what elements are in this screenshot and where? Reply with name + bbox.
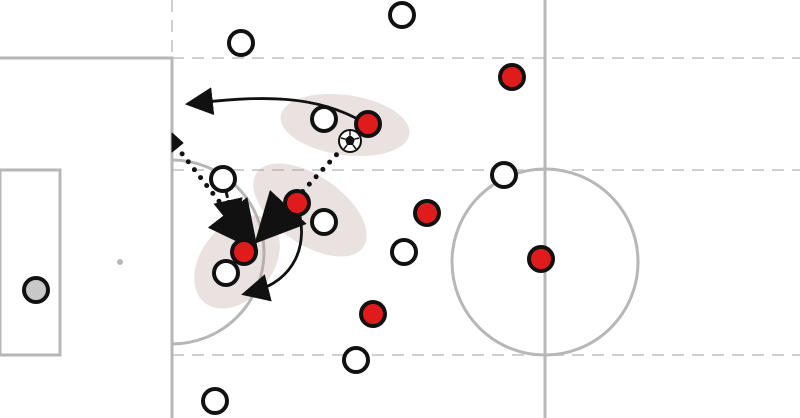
goalkeeper-marker [22,276,50,304]
dotted-pass-arrow-2 [254,137,353,244]
player-red-5 [413,199,441,227]
player-white-6 [212,259,240,287]
penalty-spot [117,259,123,265]
player-white-3 [310,105,338,133]
dotted-pass-arrow-1 [173,143,259,252]
curved-run-arrow-top [184,87,365,124]
player-white-10 [201,387,229,415]
player-white-7 [390,238,418,266]
player-white-9 [342,346,370,374]
player-red-4 [230,238,258,266]
center-circle [450,167,640,357]
player-red-2 [354,110,382,138]
player-white-8 [490,161,518,189]
penalty-box [0,56,174,418]
pressure-zone-middle [253,163,367,257]
player-red-3 [283,189,311,217]
pass-start-triangle [171,132,184,153]
player-red-6 [527,245,555,273]
movement-arrows [171,87,365,302]
player-white-5 [310,208,338,236]
player-red-7 [359,300,387,328]
player-red-1 [498,63,526,91]
player-white-4 [209,165,237,193]
lane-lines [171,0,800,356]
pressure-zone-top [280,93,410,157]
six-yard-box [0,168,62,357]
player-white-1 [388,1,416,29]
players [22,1,555,415]
football-icon [338,129,362,153]
player-white-2 [227,29,255,57]
